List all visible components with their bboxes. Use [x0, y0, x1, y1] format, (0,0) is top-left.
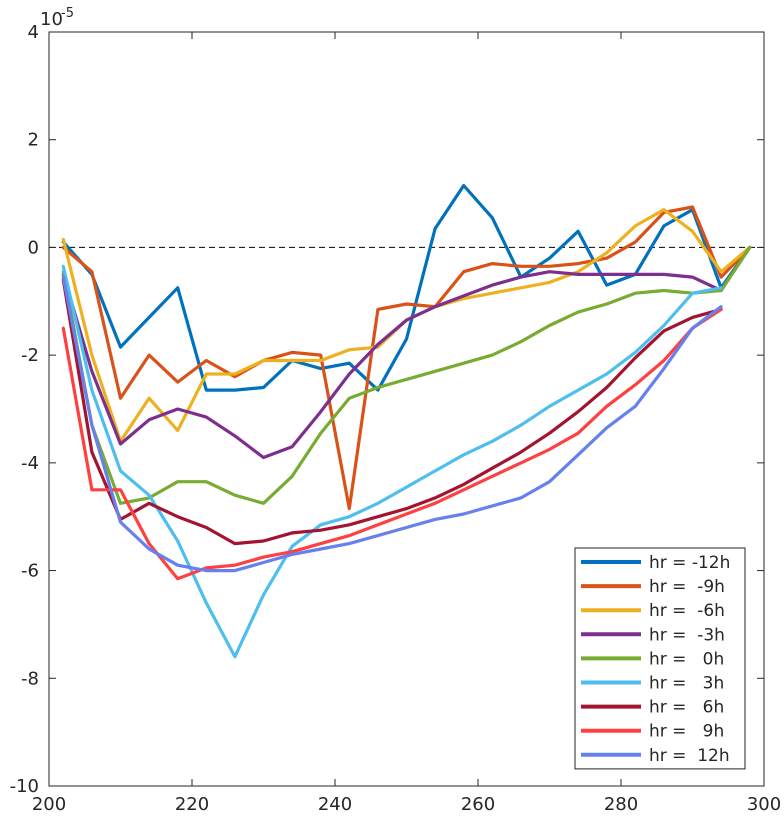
- series-line-4: [61, 245, 752, 505]
- axes-box: [48, 31, 765, 787]
- x-tick-label: 280: [604, 794, 638, 815]
- legend-label: hr = -12h: [649, 553, 730, 573]
- legend-label: hr = -6h: [649, 601, 725, 621]
- x-tick-label: 240: [318, 794, 352, 815]
- x-tick-label: 220: [175, 794, 209, 815]
- y-tick-label: -4: [21, 453, 39, 474]
- series-line-6: [61, 278, 723, 546]
- x-tick-label: 200: [32, 794, 66, 815]
- y-tick-label: -10: [10, 776, 39, 797]
- legend-label: hr = 3h: [649, 674, 724, 694]
- y-tick-label: -8: [21, 668, 39, 689]
- y-tick-label: 4: [28, 22, 39, 43]
- y-exponent-power: -5: [61, 6, 74, 21]
- y-exponent-base: 10: [40, 9, 63, 30]
- legend-label: hr = -9h: [649, 577, 725, 597]
- axis-ticks: 200 220 240 260 280 300 -10 -8 -6 -4 -2 0 2 4: [10, 22, 782, 815]
- y-tick-label: 2: [28, 130, 39, 151]
- y-tick-label: -6: [21, 561, 39, 582]
- axes-frame: [48, 31, 765, 787]
- legend-label: hr = 9h: [649, 722, 724, 742]
- series-line-5: [61, 264, 723, 659]
- series-line-1: [61, 205, 752, 511]
- series-line-3: [61, 245, 752, 460]
- series-lines: [61, 183, 752, 659]
- series-line-7: [61, 307, 723, 581]
- legend-label: hr = 12h: [649, 746, 730, 766]
- y-tick-label: 0: [28, 237, 39, 258]
- legend-label: hr = -3h: [649, 625, 725, 645]
- series-line-8: [61, 275, 723, 573]
- legend-label: hr = 0h: [649, 649, 724, 669]
- x-tick-label: 260: [461, 794, 495, 815]
- x-tick-label: 300: [747, 794, 781, 815]
- legend-label: hr = 6h: [649, 698, 724, 718]
- legend: hr = -12h hr = -9h hr = -6h hr = -3h hr = 0h…: [574, 547, 746, 770]
- y-tick-label: -2: [21, 345, 39, 366]
- y-axis-exponent-label: 10 -5: [40, 6, 74, 30]
